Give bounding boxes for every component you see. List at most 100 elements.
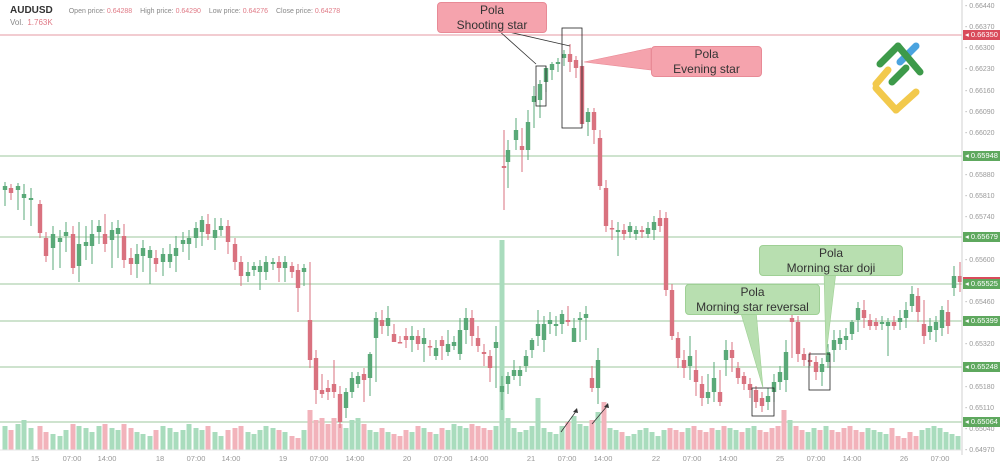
volume-bar <box>745 428 751 450</box>
volume-bar <box>541 428 547 450</box>
price-tick: - 0.66370 <box>965 24 995 32</box>
volume-bar <box>361 424 367 450</box>
volume-bar <box>121 424 127 450</box>
volume-bar <box>787 420 793 450</box>
time-tick: 07:00 <box>930 454 950 463</box>
candle-body <box>801 354 807 360</box>
candle-body <box>415 336 421 344</box>
candle-body <box>501 166 507 168</box>
volume-bar <box>811 428 817 450</box>
ohlc-header: AUDUSD Open price: 0.64288 High price: 0… <box>10 5 340 16</box>
callout-text: Evening star <box>673 62 740 76</box>
volume-bar <box>451 424 457 450</box>
volume-bar <box>535 398 541 450</box>
time-tick: 07:00 <box>309 454 329 463</box>
time-tick: 07:00 <box>806 454 826 463</box>
morning-star-doji-box <box>808 353 831 391</box>
candle-body <box>753 390 759 402</box>
arrow-line <box>497 29 537 65</box>
volume-bar <box>913 436 919 450</box>
time-tick: 14:00 <box>469 454 489 463</box>
volume-bar <box>8 430 14 450</box>
time-tick: 07:00 <box>557 454 577 463</box>
candle-body <box>819 364 825 372</box>
candle-body <box>245 272 251 276</box>
candle-body <box>571 328 577 342</box>
candle-body <box>591 112 597 130</box>
candle-body <box>2 186 8 190</box>
candle-body <box>349 378 355 392</box>
candle-body <box>96 226 102 232</box>
volume-bar <box>475 426 481 450</box>
callout-text: Shooting star <box>456 18 528 32</box>
candle-body <box>553 324 559 326</box>
callout-title: Pola <box>818 246 844 260</box>
volume-bar <box>403 430 409 450</box>
volume-bar <box>937 428 943 450</box>
volume-bar <box>63 430 69 450</box>
volume-bar <box>919 430 925 450</box>
volume-bar <box>865 428 871 450</box>
price-tick: - 0.65740 <box>965 214 995 222</box>
volume-bar <box>547 432 553 450</box>
candle-body <box>21 194 27 198</box>
high-value: 0.64290 <box>175 8 201 15</box>
candle-body <box>627 226 633 232</box>
high-label: High price: <box>140 8 174 15</box>
volume-bar <box>775 426 781 450</box>
volume-bar <box>733 430 739 450</box>
candle-body <box>639 230 645 232</box>
litefinance-logo <box>872 42 924 114</box>
volume-bar <box>643 428 649 450</box>
volume-bar <box>697 430 703 450</box>
time-tick: 14:00 <box>97 454 117 463</box>
candle-body <box>663 218 669 290</box>
candle-body <box>903 310 909 318</box>
candle-body <box>657 218 663 226</box>
candle-body <box>957 276 963 282</box>
candle-body <box>427 346 433 348</box>
volume-bar <box>925 428 931 450</box>
volume-bar <box>385 432 391 450</box>
volume-bar <box>276 430 282 450</box>
candle-body <box>439 340 445 346</box>
callout-title: Pola <box>479 3 505 17</box>
volume-bar <box>805 432 811 450</box>
candle-body <box>693 370 699 382</box>
volume-bar <box>331 418 337 450</box>
candle-body <box>153 258 159 264</box>
candle-body <box>218 226 224 230</box>
candle-body <box>409 336 415 340</box>
morning-star-doji-callout: Pola Morning star doji <box>759 245 903 276</box>
volume-bar <box>559 426 565 450</box>
price-level-tag: ◂ 0.65399 <box>963 316 1000 326</box>
candle-body <box>102 234 108 244</box>
volume-bar <box>907 432 913 450</box>
volume-bar <box>57 436 63 450</box>
volume-bar <box>115 430 121 450</box>
candle-body <box>559 314 565 324</box>
time-tick: 14:00 <box>221 454 241 463</box>
volume-bar <box>709 428 715 450</box>
volume-bar <box>301 430 307 450</box>
volume-bar <box>397 436 403 450</box>
volume-bar <box>379 428 385 450</box>
time-tick: 22 <box>651 454 661 463</box>
volume-bar <box>673 430 679 450</box>
evening-star-box <box>561 27 583 129</box>
price-tick: - 0.65460 <box>965 298 995 306</box>
time-tick: 14:00 <box>842 454 862 463</box>
candle-body <box>939 310 945 328</box>
candle-body <box>891 322 897 326</box>
candle-body <box>361 374 367 380</box>
time-tick: 25 <box>775 454 785 463</box>
candle-body <box>603 188 609 226</box>
volume-bar <box>793 426 799 450</box>
candle-body <box>735 368 741 378</box>
volume-bar <box>205 426 211 450</box>
volume-bar <box>2 426 8 450</box>
volume-bar <box>173 432 179 450</box>
volume-bar <box>571 416 577 450</box>
volume-bar <box>487 430 493 450</box>
volume-bar <box>883 434 889 450</box>
